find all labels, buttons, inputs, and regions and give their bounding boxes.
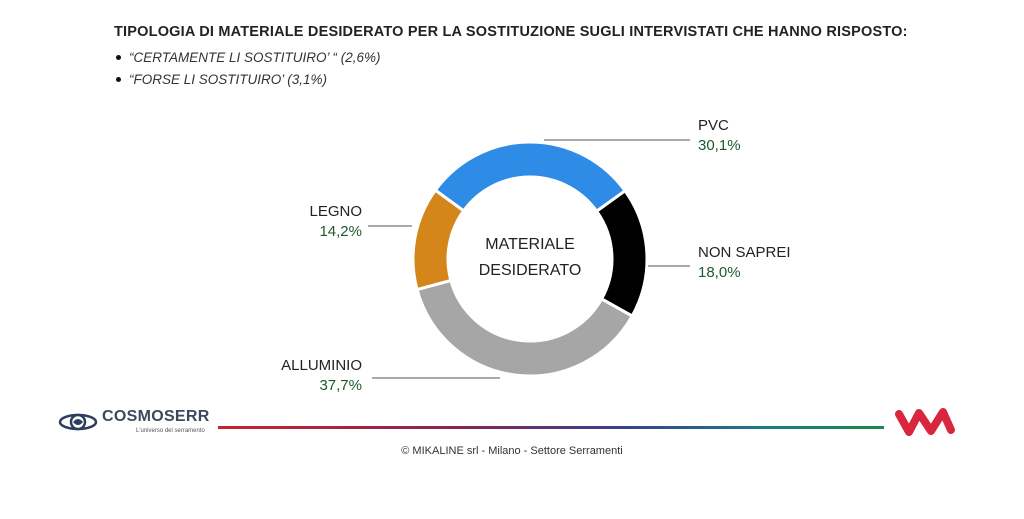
slice-pvc <box>433 140 628 214</box>
value-pvc: 30,1% <box>698 137 741 154</box>
bullet-certainly: “CERTAMENTE LI SOSTITUIRO’ “ (2,6%) <box>116 47 381 69</box>
label-non-saprei: NON SAPREI <box>698 244 791 261</box>
chart-title: TIPOLOGIA DI MATERIALE DESIDERATO PER LA… <box>114 24 908 40</box>
subtitle-bullets: “CERTAMENTE LI SOSTITUIRO’ “ (2,6%) “FOR… <box>116 47 381 91</box>
label-alluminio: ALLUMINIO <box>281 357 362 374</box>
footer-gradient-rule <box>218 426 884 429</box>
center-label-line: DESIDERATO <box>479 262 582 279</box>
center-label-line: MATERIALE <box>485 236 575 253</box>
cosmoserr-logo-icon <box>58 413 98 431</box>
mikaline-logo-icon <box>895 408 955 436</box>
footer-copyright: © MIKALINE srl - Milano - Settore Serram… <box>401 445 623 457</box>
slice-non-saprei <box>594 188 649 319</box>
label-pvc: PVC <box>698 117 729 134</box>
value-non-saprei: 18,0% <box>698 264 741 281</box>
cosmoserr-name: COSMOSERR <box>102 408 210 425</box>
cosmoserr-logo: COSMOSERR L'universo del serramento <box>58 404 218 438</box>
value-legno: 14,2% <box>319 223 362 240</box>
cosmoserr-tagline: L'universo del serramento <box>136 428 205 434</box>
slice-legno <box>411 188 466 292</box>
value-alluminio: 37,7% <box>319 377 362 394</box>
slice-alluminio <box>415 278 635 378</box>
bullet-maybe: “FORSE LI SOSTITUIRO’ (3,1%) <box>116 69 381 91</box>
label-legno: LEGNO <box>309 203 362 220</box>
